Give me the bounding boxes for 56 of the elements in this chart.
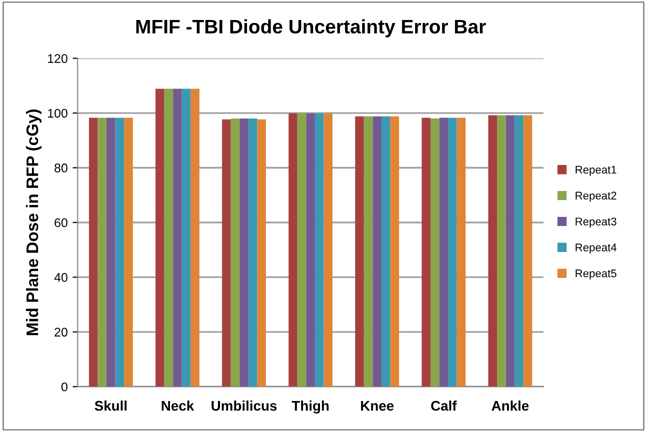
y-tick-label: 80 <box>54 164 68 172</box>
bar <box>372 116 382 387</box>
bar <box>448 118 457 387</box>
bar <box>506 115 515 387</box>
x-tick-label: Thigh <box>292 400 329 414</box>
bar <box>182 88 191 387</box>
legend-label: Repeat2 <box>576 192 616 202</box>
bar <box>98 118 107 387</box>
bar <box>230 118 240 387</box>
chart-title: MFIF -TBI Diode Uncertainty Error Bar <box>136 19 486 38</box>
bar <box>106 118 116 387</box>
bar <box>222 119 231 387</box>
bar <box>514 115 524 387</box>
bar <box>288 113 298 387</box>
y-tick-label: 60 <box>54 218 68 228</box>
x-tick-label: Umbilicus <box>212 400 277 411</box>
bar <box>297 113 306 387</box>
bar <box>430 118 440 387</box>
bar <box>355 116 364 387</box>
bar <box>523 115 532 387</box>
bar <box>164 88 174 387</box>
x-tick-label: Calf <box>431 400 457 411</box>
y-tick-label: 40 <box>54 273 68 282</box>
bar <box>248 118 258 387</box>
x-tick-label: Knee <box>361 401 394 411</box>
bar <box>156 88 164 387</box>
y-tick-label: 0 <box>61 382 68 392</box>
bar <box>488 115 498 387</box>
bar <box>382 116 390 387</box>
bar <box>324 113 333 387</box>
bar <box>390 116 400 387</box>
bar <box>364 116 373 387</box>
x-tick-label: Skull <box>94 400 127 411</box>
y-tick-label: 100 <box>48 108 68 118</box>
bar <box>115 118 124 387</box>
bar <box>306 113 315 387</box>
bar <box>173 88 182 387</box>
bar <box>439 118 448 387</box>
bar <box>497 115 506 387</box>
y-axis-title: Mid Plane Dose in RFP (cGy) <box>26 110 42 336</box>
bar <box>456 118 466 387</box>
y-tick-label: 20 <box>54 328 68 337</box>
legend-label: Repeat4 <box>576 244 616 254</box>
bar <box>314 113 324 387</box>
legend-label: Repeat3 <box>576 218 616 228</box>
bar <box>124 118 133 387</box>
legend-label: Repeat1 <box>576 166 616 176</box>
bar <box>257 119 266 387</box>
bar <box>240 118 248 387</box>
bar <box>88 118 98 387</box>
y-tick-label: 120 <box>48 54 68 63</box>
x-tick-label: Ankle <box>492 400 529 411</box>
bar <box>190 88 200 387</box>
legend-label: Repeat5 <box>576 270 616 280</box>
x-tick-label: Neck <box>162 400 194 411</box>
bar <box>422 118 430 387</box>
